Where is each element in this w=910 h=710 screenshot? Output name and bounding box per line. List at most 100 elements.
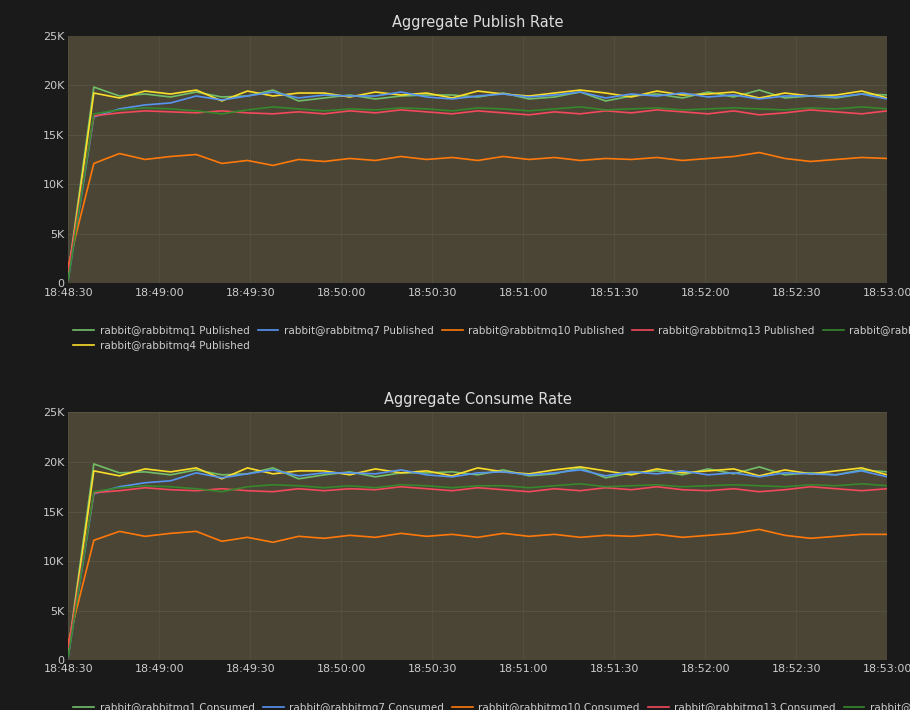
- rabbit@rabbitmq16 Consumed: [217, 488, 228, 496]
- rabbit@rabbitmq10 Consumed: [728, 529, 739, 537]
- rabbit@rabbitmq13 Published: [472, 106, 483, 115]
- rabbit@rabbitmq16 Consumed: [652, 481, 662, 489]
- rabbit@rabbitmq16 Published: [447, 106, 458, 115]
- rabbit@rabbitmq1 Consumed: [703, 464, 713, 473]
- rabbit@rabbitmq13 Consumed: [369, 486, 380, 494]
- rabbit@rabbitmq7 Consumed: [396, 466, 407, 474]
- rabbit@rabbitmq1 Published: [114, 92, 125, 100]
- rabbit@rabbitmq1 Consumed: [779, 471, 790, 479]
- rabbit@rabbitmq4 Published: [447, 94, 458, 102]
- rabbit@rabbitmq10 Published: [421, 155, 432, 164]
- rabbit@rabbitmq1 Consumed: [88, 459, 99, 468]
- rabbit@rabbitmq4 Published: [652, 87, 662, 95]
- rabbit@rabbitmq10 Consumed: [447, 530, 458, 539]
- rabbit@rabbitmq4 Published: [166, 89, 177, 98]
- rabbit@rabbitmq4 Consumed: [549, 466, 560, 474]
- rabbit@rabbitmq13 Consumed: [344, 484, 355, 493]
- rabbit@rabbitmq10 Published: [677, 156, 688, 165]
- rabbit@rabbitmq4 Published: [779, 89, 790, 97]
- rabbit@rabbitmq1 Consumed: [626, 469, 637, 477]
- rabbit@rabbitmq16 Published: [217, 109, 228, 118]
- Title: Aggregate Publish Rate: Aggregate Publish Rate: [392, 15, 563, 30]
- rabbit@rabbitmq7 Published: [396, 88, 407, 97]
- rabbit@rabbitmq16 Consumed: [831, 481, 842, 490]
- rabbit@rabbitmq1 Consumed: [268, 464, 278, 472]
- rabbit@rabbitmq7 Published: [703, 93, 713, 102]
- rabbit@rabbitmq16 Consumed: [626, 481, 637, 490]
- rabbit@rabbitmq4 Consumed: [652, 464, 662, 473]
- rabbit@rabbitmq13 Published: [396, 106, 407, 114]
- rabbit@rabbitmq1 Published: [549, 93, 560, 102]
- rabbit@rabbitmq16 Consumed: [396, 481, 407, 489]
- rabbit@rabbitmq10 Published: [523, 155, 534, 164]
- rabbit@rabbitmq16 Consumed: [242, 483, 253, 491]
- rabbit@rabbitmq10 Published: [728, 152, 739, 160]
- rabbit@rabbitmq7 Consumed: [882, 473, 893, 481]
- rabbit@rabbitmq10 Published: [779, 154, 790, 163]
- rabbit@rabbitmq7 Consumed: [523, 471, 534, 479]
- rabbit@rabbitmq10 Published: [396, 152, 407, 160]
- rabbit@rabbitmq13 Consumed: [421, 484, 432, 493]
- rabbit@rabbitmq4 Consumed: [191, 464, 202, 472]
- rabbit@rabbitmq1 Published: [88, 83, 99, 92]
- rabbit@rabbitmq7 Published: [63, 275, 74, 284]
- rabbit@rabbitmq1 Published: [421, 91, 432, 99]
- rabbit@rabbitmq4 Published: [217, 97, 228, 105]
- rabbit@rabbitmq16 Published: [703, 104, 713, 113]
- rabbit@rabbitmq13 Published: [805, 106, 816, 114]
- rabbit@rabbitmq1 Published: [523, 94, 534, 103]
- Line: rabbit@rabbitmq10 Consumed: rabbit@rabbitmq10 Consumed: [68, 530, 887, 643]
- rabbit@rabbitmq1 Published: [139, 89, 150, 98]
- rabbit@rabbitmq7 Consumed: [856, 466, 867, 475]
- rabbit@rabbitmq16 Published: [523, 106, 534, 115]
- rabbit@rabbitmq13 Consumed: [217, 484, 228, 493]
- Line: rabbit@rabbitmq7 Published: rabbit@rabbitmq7 Published: [68, 92, 887, 280]
- rabbit@rabbitmq16 Published: [293, 104, 304, 113]
- rabbit@rabbitmq1 Published: [856, 89, 867, 98]
- rabbit@rabbitmq4 Consumed: [217, 474, 228, 483]
- rabbit@rabbitmq13 Consumed: [88, 488, 99, 497]
- rabbit@rabbitmq10 Consumed: [831, 532, 842, 540]
- rabbit@rabbitmq16 Consumed: [498, 481, 509, 490]
- rabbit@rabbitmq1 Published: [293, 97, 304, 105]
- rabbit@rabbitmq13 Consumed: [139, 484, 150, 492]
- rabbit@rabbitmq13 Consumed: [242, 486, 253, 495]
- rabbit@rabbitmq1 Published: [831, 94, 842, 102]
- rabbit@rabbitmq16 Published: [472, 104, 483, 112]
- rabbit@rabbitmq13 Published: [652, 106, 662, 114]
- rabbit@rabbitmq7 Consumed: [139, 479, 150, 487]
- rabbit@rabbitmq10 Published: [856, 153, 867, 162]
- rabbit@rabbitmq7 Consumed: [447, 473, 458, 481]
- rabbit@rabbitmq16 Consumed: [293, 481, 304, 490]
- rabbit@rabbitmq1 Consumed: [369, 473, 380, 481]
- rabbit@rabbitmq7 Published: [318, 91, 329, 99]
- rabbit@rabbitmq4 Published: [882, 94, 893, 102]
- rabbit@rabbitmq7 Consumed: [575, 466, 586, 474]
- rabbit@rabbitmq1 Consumed: [677, 471, 688, 479]
- rabbit@rabbitmq7 Published: [882, 94, 893, 103]
- rabbit@rabbitmq16 Consumed: [753, 481, 764, 490]
- rabbit@rabbitmq7 Consumed: [677, 466, 688, 475]
- rabbit@rabbitmq7 Published: [268, 88, 278, 97]
- rabbit@rabbitmq10 Published: [217, 159, 228, 168]
- Line: rabbit@rabbitmq4 Published: rabbit@rabbitmq4 Published: [68, 90, 887, 276]
- rabbit@rabbitmq16 Consumed: [575, 479, 586, 488]
- rabbit@rabbitmq13 Published: [601, 106, 612, 115]
- rabbit@rabbitmq7 Published: [652, 92, 662, 100]
- rabbit@rabbitmq10 Consumed: [677, 533, 688, 542]
- rabbit@rabbitmq10 Consumed: [472, 533, 483, 542]
- rabbit@rabbitmq7 Consumed: [831, 471, 842, 479]
- rabbit@rabbitmq1 Published: [318, 94, 329, 102]
- rabbit@rabbitmq4 Consumed: [753, 471, 764, 480]
- rabbit@rabbitmq13 Published: [191, 109, 202, 117]
- rabbit@rabbitmq16 Published: [677, 106, 688, 114]
- rabbit@rabbitmq10 Consumed: [396, 529, 407, 537]
- rabbit@rabbitmq16 Consumed: [369, 484, 380, 492]
- rabbit@rabbitmq1 Consumed: [63, 646, 74, 655]
- rabbit@rabbitmq7 Published: [779, 92, 790, 100]
- rabbit@rabbitmq13 Consumed: [831, 484, 842, 493]
- rabbit@rabbitmq4 Consumed: [447, 471, 458, 480]
- Legend: rabbit@rabbitmq1 Consumed, rabbit@rabbitmq4 Consumed, rabbit@rabbitmq7 Consumed,: rabbit@rabbitmq1 Consumed, rabbit@rabbit…: [74, 703, 910, 710]
- rabbit@rabbitmq7 Consumed: [472, 469, 483, 477]
- rabbit@rabbitmq4 Consumed: [369, 464, 380, 473]
